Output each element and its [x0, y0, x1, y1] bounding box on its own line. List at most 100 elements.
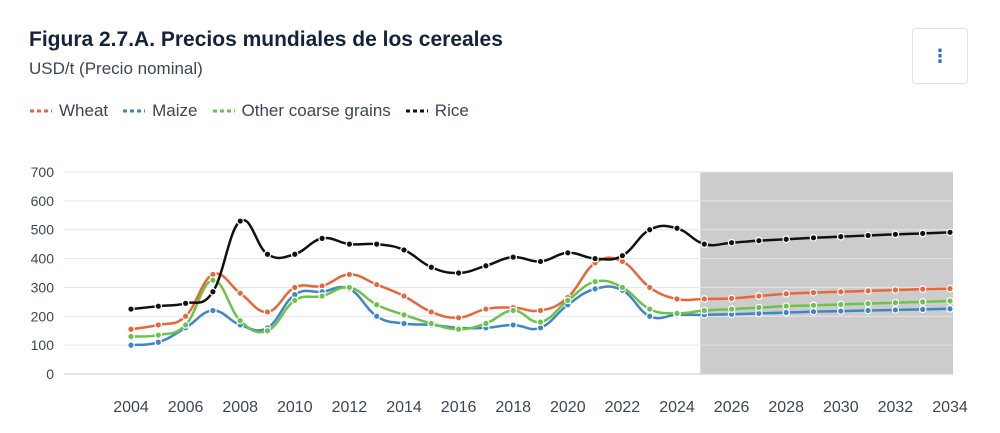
data-point-rice: [372, 240, 381, 248]
data-point-rice: [154, 302, 163, 310]
data-point-other-coarse-grains: [509, 306, 518, 315]
x-tick-label: 2014: [386, 399, 422, 416]
data-point-wheat: [236, 289, 245, 298]
data-point-wheat: [891, 286, 900, 294]
data-point-wheat: [836, 287, 845, 296]
legend-item-other-coarse-grains[interactable]: Other coarse grains: [212, 101, 391, 121]
data-point-rice: [263, 250, 272, 259]
data-point-rice: [536, 257, 545, 266]
data-point-other-coarse-grains: [154, 331, 163, 339]
data-point-other-coarse-grains: [591, 277, 599, 286]
data-point-other-coarse-grains: [891, 298, 900, 307]
legend-label-wheat: Wheat: [59, 101, 109, 120]
data-point-rice: [509, 253, 518, 261]
data-point-rice: [700, 240, 709, 248]
y-tick-label: 500: [31, 222, 55, 238]
data-point-maize: [209, 306, 217, 315]
legend-label-rice: Rice: [434, 101, 469, 120]
data-point-wheat: [782, 289, 791, 298]
x-tick-label: 2024: [659, 399, 695, 416]
chart-subtitle: USD/t (Precio nominal): [29, 59, 203, 78]
data-point-other-coarse-grains: [809, 301, 818, 310]
data-point-maize: [946, 304, 954, 313]
data-point-wheat: [372, 280, 381, 289]
data-point-maize: [836, 307, 845, 315]
data-point-wheat: [154, 321, 163, 329]
data-point-rice: [836, 232, 845, 241]
data-point-wheat: [290, 283, 299, 292]
x-tick-label: 2004: [113, 399, 149, 416]
data-point-rice: [673, 224, 681, 233]
x-tick-label: 2032: [878, 399, 914, 416]
data-point-other-coarse-grains: [181, 321, 190, 329]
data-point-maize: [154, 338, 163, 347]
data-point-other-coarse-grains: [345, 283, 354, 292]
data-point-wheat: [809, 288, 818, 297]
data-point-maize: [864, 306, 872, 315]
data-point-wheat: [536, 306, 545, 315]
chart-legend: Wheat Maize Other coarse grains Rice: [29, 101, 483, 121]
data-point-rice: [782, 235, 791, 244]
data-point-rice: [482, 261, 490, 270]
data-point-other-coarse-grains: [536, 318, 545, 326]
data-point-rice: [891, 230, 900, 239]
legend-swatch-other-coarse-grains: [212, 109, 235, 113]
legend-item-wheat[interactable]: Wheat: [29, 101, 108, 121]
data-point-rice: [618, 251, 627, 260]
data-point-other-coarse-grains: [755, 303, 763, 312]
data-point-wheat: [946, 284, 954, 293]
y-tick-label: 300: [31, 279, 55, 295]
data-point-other-coarse-grains: [673, 309, 681, 318]
data-point-wheat: [673, 295, 681, 303]
data-point-rice: [864, 231, 872, 240]
data-point-other-coarse-grains: [918, 298, 927, 306]
x-tick-label: 2008: [222, 399, 258, 416]
x-tick-label: 2010: [277, 399, 313, 416]
data-point-other-coarse-grains: [482, 319, 490, 328]
x-tick-label: 2028: [768, 399, 804, 416]
data-point-other-coarse-grains: [782, 302, 791, 310]
legend-label-maize: Maize: [152, 101, 198, 120]
legend-swatch-rice: [405, 109, 428, 113]
data-point-wheat: [427, 308, 436, 316]
data-point-wheat: [755, 292, 763, 300]
y-tick-label: 100: [31, 337, 55, 353]
x-tick-label: 2034: [932, 399, 968, 416]
data-point-maize: [809, 307, 818, 316]
data-point-rice: [946, 228, 954, 237]
legend-item-maize[interactable]: Maize: [122, 101, 198, 121]
data-point-maize: [645, 312, 654, 321]
y-tick-label: 0: [46, 366, 54, 382]
data-point-rice: [236, 217, 245, 225]
x-tick-label: 2020: [550, 399, 586, 416]
chart-menu-button[interactable]: ⋮: [912, 28, 968, 84]
vertical-ellipsis-icon: ⋮: [931, 46, 949, 66]
data-point-maize: [591, 285, 599, 293]
data-point-wheat: [727, 294, 736, 303]
data-point-other-coarse-grains: [836, 300, 845, 309]
legend-swatch-maize: [123, 109, 146, 113]
legend-item-rice[interactable]: Rice: [405, 101, 469, 121]
data-point-other-coarse-grains: [727, 305, 736, 313]
data-point-rice: [318, 234, 326, 243]
x-tick-label: 2026: [714, 399, 750, 416]
data-point-wheat: [918, 285, 927, 293]
data-point-rice: [755, 236, 763, 245]
data-point-other-coarse-grains: [946, 297, 954, 305]
data-point-wheat: [263, 308, 272, 316]
data-point-other-coarse-grains: [618, 283, 627, 292]
data-point-wheat: [864, 287, 872, 295]
y-tick-label: 400: [31, 251, 55, 267]
data-point-wheat: [482, 305, 490, 313]
y-tick-label: 200: [31, 308, 55, 324]
y-tick-label: 600: [31, 193, 55, 209]
data-point-other-coarse-grains: [563, 296, 572, 305]
legend-swatch-wheat: [30, 109, 52, 113]
y-tick-label: 700: [31, 164, 55, 180]
data-point-other-coarse-grains: [236, 316, 245, 325]
data-point-rice: [918, 229, 927, 238]
data-point-wheat: [400, 292, 408, 300]
x-tick-label: 2016: [441, 399, 477, 416]
data-point-rice: [290, 250, 299, 259]
